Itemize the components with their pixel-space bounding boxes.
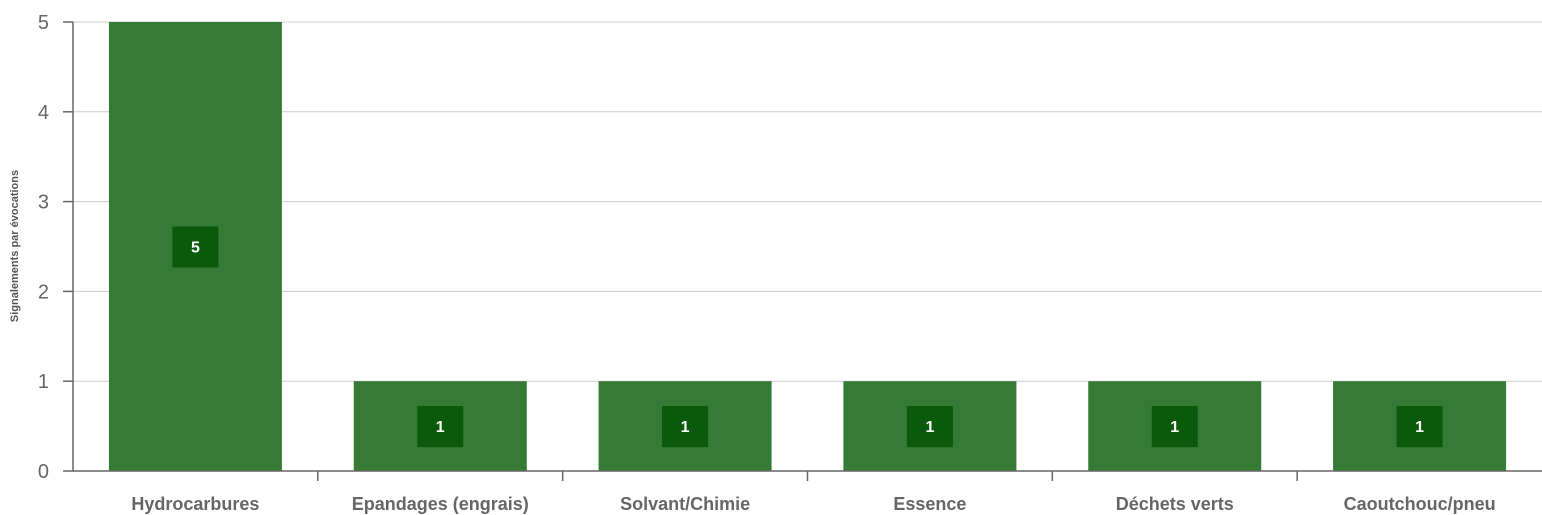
x-tick-label: Essence	[893, 494, 966, 514]
data-label-background	[906, 406, 953, 448]
y-tick-label: 1	[38, 371, 49, 393]
bars	[108, 22, 1507, 471]
y-tick-label: 5	[38, 12, 49, 34]
axes: 0 1 2 3 4 5 Hydrocarbures Epandages (engrais) So…	[38, 12, 1542, 514]
data-label: 1	[925, 419, 934, 436]
x-tick-label: Hydrocarbures	[131, 494, 259, 514]
data-labels: 5 1 1 1 1 1	[172, 226, 1443, 448]
data-label: 5	[191, 240, 200, 257]
data-label-background	[662, 406, 709, 448]
y-axis-title: Signalements par évocations	[9, 170, 21, 322]
x-tick-label: Solvant/Chimie	[620, 494, 750, 514]
data-label-background	[1151, 406, 1198, 448]
y-tick-label: 3	[38, 192, 49, 214]
y-tick-label: 0	[38, 461, 49, 483]
gridlines	[73, 21, 1542, 382]
x-tick-label: Caoutchouc/pneu	[1344, 494, 1496, 514]
data-label: 1	[436, 419, 445, 436]
data-label-background	[417, 406, 464, 448]
x-tick-label: Epandages (engrais)	[352, 494, 529, 514]
data-label: 1	[1415, 419, 1424, 436]
data-label-background	[172, 226, 219, 268]
y-tick-label: 4	[38, 102, 49, 124]
data-label: 1	[1170, 419, 1179, 436]
y-tick-label: 2	[38, 281, 49, 303]
data-label: 1	[681, 419, 690, 436]
data-label-background	[1396, 406, 1443, 448]
x-tick-label: Déchets verts	[1116, 494, 1234, 514]
